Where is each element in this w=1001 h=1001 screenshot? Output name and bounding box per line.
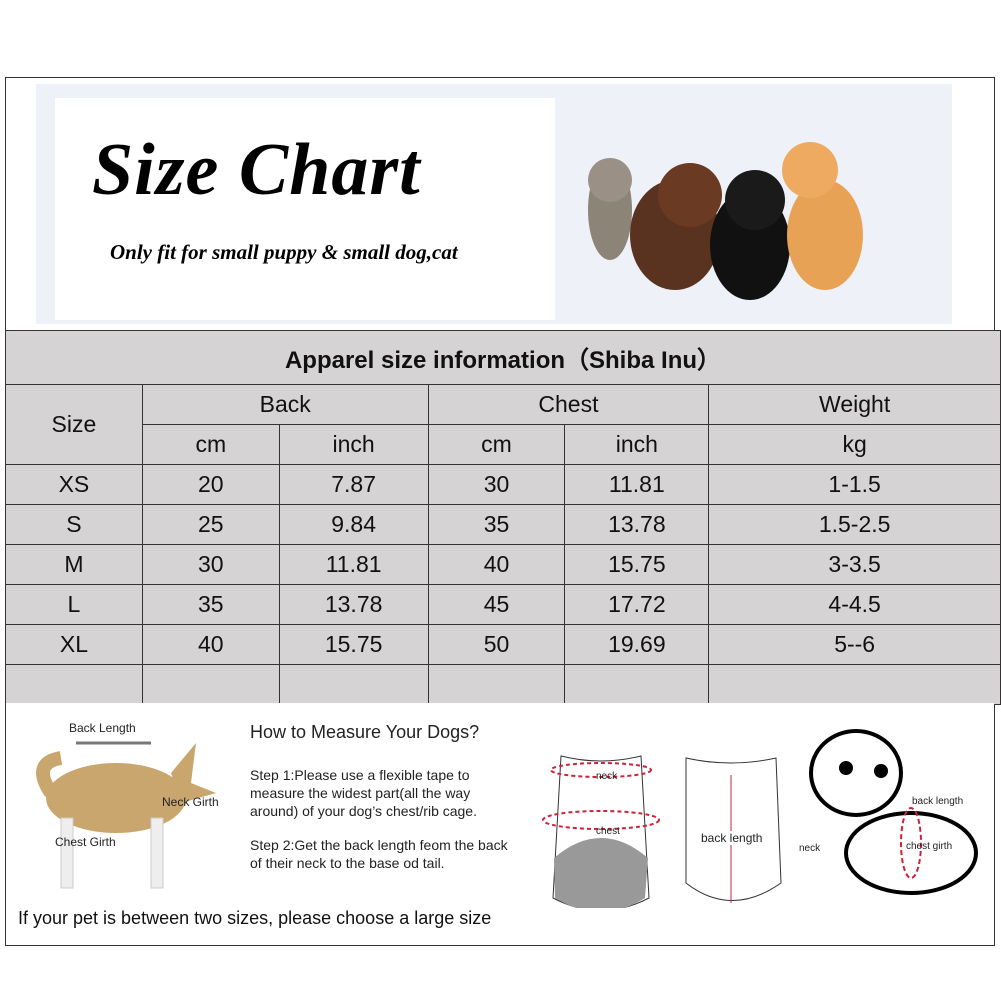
step-2: Step 2:Get the back length feom the back… — [250, 837, 508, 871]
garment-front-illustration — [542, 755, 660, 908]
table-cell: 3-3.5 — [708, 544, 1001, 585]
measure-guide: Back Length Neck Girth Chest Girth How t… — [6, 703, 994, 945]
size-table: Apparel size information（Shiba Inu） Size… — [5, 330, 1001, 705]
table-row: M 30 11.81 40 15.75 3-3.5 — [5, 544, 1001, 585]
table-row: L 35 13.78 45 17.72 4-4.5 — [5, 584, 1001, 625]
empty-cell — [141, 664, 280, 705]
unit-inch: inch — [564, 424, 710, 465]
back-header: Back — [141, 384, 429, 425]
back-length-label: Back Length — [69, 721, 136, 735]
table-cell: 4-4.5 — [708, 584, 1001, 625]
table-cell: 35 — [141, 584, 280, 625]
garment-back-length-label: back length — [701, 831, 763, 845]
table-cell: 45 — [427, 584, 566, 625]
pets-photo — [588, 142, 863, 300]
table-cell: 15.75 — [278, 624, 429, 665]
page-title: Size Chart — [92, 129, 421, 211]
table-cell: 1-1.5 — [708, 464, 1001, 505]
puppy-chest-girth-label: chest girth — [906, 841, 953, 852]
table-cell: 15.75 — [564, 544, 710, 585]
table-cell: 17.72 — [564, 584, 710, 625]
table-cell: 1.5-2.5 — [708, 504, 1001, 545]
empty-cell — [5, 664, 143, 705]
banner-text-area — [55, 98, 555, 320]
table-cell: 11.81 — [564, 464, 710, 505]
empty-cell — [427, 664, 566, 705]
unit-inch: inch — [278, 424, 429, 465]
neck-girth-label: Neck Girth — [162, 795, 219, 809]
table-cell: 30 — [427, 464, 566, 505]
table-cell: 11.81 — [278, 544, 429, 585]
table-cell: 9.84 — [278, 504, 429, 545]
subtitle: Only fit for small puppy & small dog,cat — [110, 240, 458, 264]
table-cell: XL — [5, 624, 143, 665]
puppy-measure-illustration — [809, 729, 978, 895]
table-cell: M — [5, 544, 143, 585]
garment-chest-label: chest — [596, 826, 620, 837]
puppy-back-length-label: back length — [912, 796, 964, 807]
garment-neck-label: neck — [596, 771, 618, 782]
table-cell: 20 — [141, 464, 280, 505]
step-1: Step 1:Please use a flexible tape to mea… — [250, 767, 477, 819]
empty-cell — [708, 664, 1001, 705]
table-caption: Apparel size information（Shiba Inu） — [5, 330, 1001, 385]
table-cell: 50 — [427, 624, 566, 665]
table-cell: 40 — [141, 624, 280, 665]
unit-cm: cm — [427, 424, 566, 465]
empty-cell — [278, 664, 429, 705]
unit-kg: kg — [708, 424, 1001, 465]
table-row: S 25 9.84 35 13.78 1.5-2.5 — [5, 504, 1001, 545]
size-header: Size — [5, 384, 143, 465]
weight-header: Weight — [708, 384, 1001, 425]
table-cell: 25 — [141, 504, 280, 545]
puppy-neck-label: neck — [799, 843, 821, 854]
empty-cell — [564, 664, 710, 705]
table-cell: XS — [5, 464, 143, 505]
table-cell: 13.78 — [278, 584, 429, 625]
table-cell: 13.78 — [564, 504, 710, 545]
table-cell: 5--6 — [708, 624, 1001, 665]
dog-measure-illustration — [36, 741, 216, 889]
measure-heading: How to Measure Your Dogs? — [250, 722, 480, 742]
table-cell: S — [5, 504, 143, 545]
chest-girth-label: Chest Girth — [55, 835, 116, 849]
unit-cm: cm — [141, 424, 280, 465]
table-cell: 19.69 — [564, 624, 710, 665]
table-row: XS 20 7.87 30 11.81 1-1.5 — [5, 464, 1001, 505]
table-cell: 30 — [141, 544, 280, 585]
table-cell: 40 — [427, 544, 566, 585]
table-cell: L — [5, 584, 143, 625]
table-row: XL 40 15.75 50 19.69 5--6 — [5, 624, 1001, 665]
empty-row — [5, 664, 1001, 705]
table-cell: 7.87 — [278, 464, 429, 505]
chest-header: Chest — [427, 384, 710, 425]
table-cell: 35 — [427, 504, 566, 545]
size-advice-note: If your pet is between two sizes, please… — [18, 908, 492, 928]
